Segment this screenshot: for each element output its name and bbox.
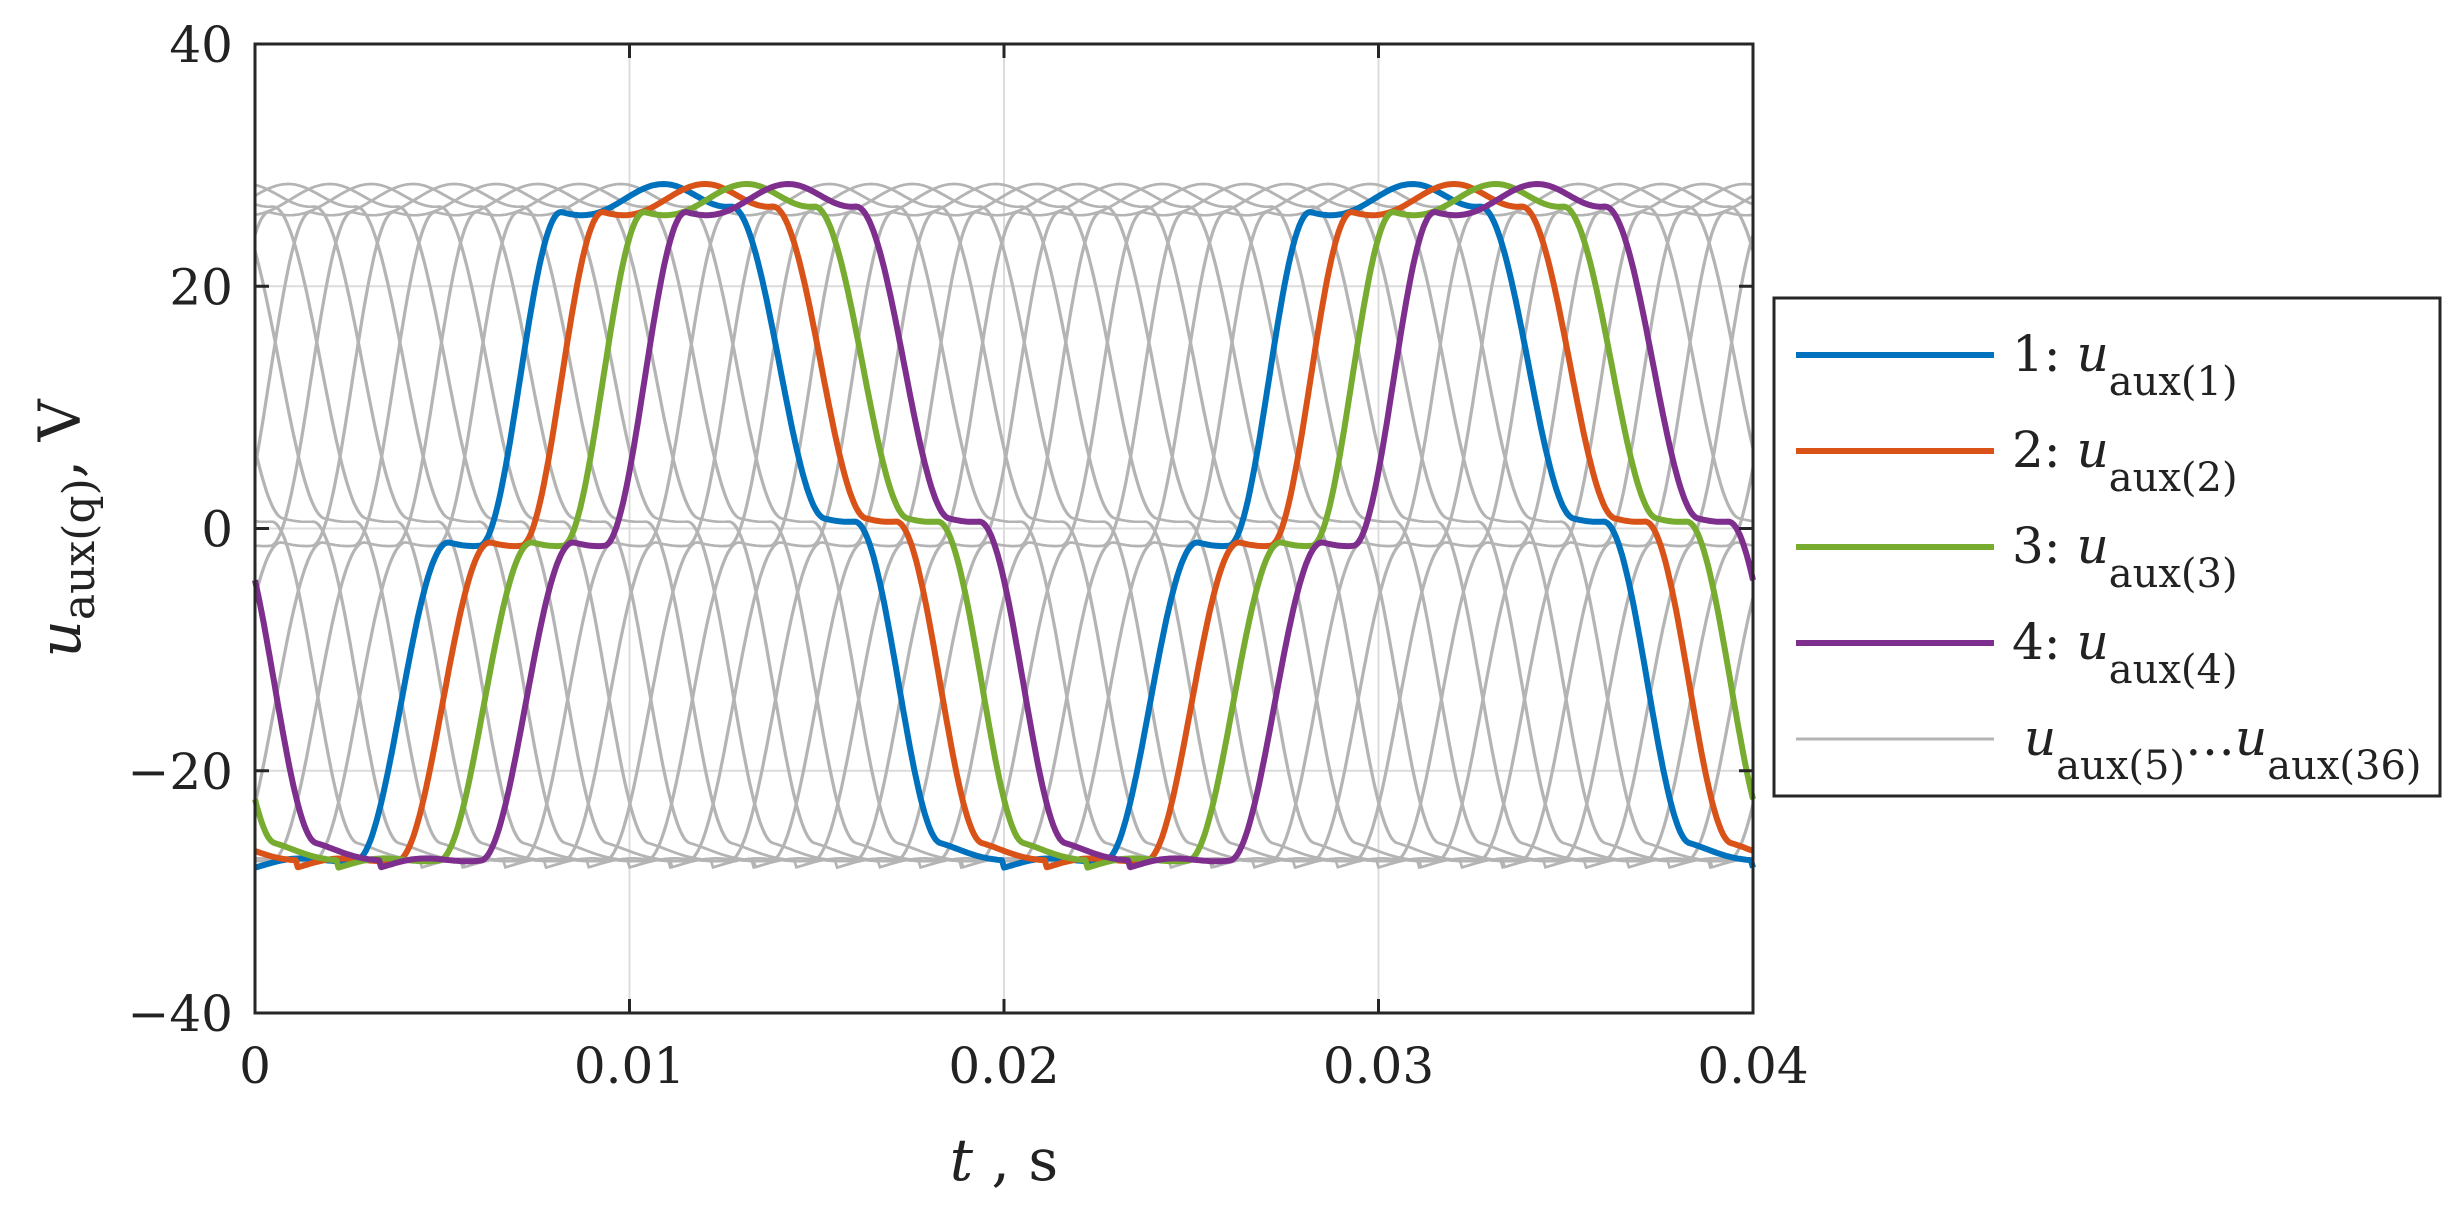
- x-tick-label: 0: [239, 1037, 271, 1095]
- y-tick-label: 40: [169, 16, 233, 74]
- legend-label: 1: uaux(1): [2012, 325, 2238, 405]
- gray-series-line: [253, 182, 1755, 870]
- x-tick-label: 0.02: [948, 1037, 1059, 1095]
- series-line-3: [252, 181, 1756, 871]
- legend: 1: uaux(1) 2: uaux(2) 3: uaux(3) 4: uaux(4)…: [1772, 296, 2442, 798]
- series-line-2: [253, 181, 1755, 871]
- legend-label: 3: uaux(3): [2012, 517, 2238, 597]
- gray-series-line: [254, 182, 1754, 870]
- y-axis-label: uaux(q), V: [26, 398, 105, 657]
- y-tick-label: 20: [169, 258, 233, 316]
- x-axis-label-text: t , s: [950, 1126, 1058, 1194]
- legend-label: uaux(5)…uaux(36): [2024, 709, 2422, 789]
- gray-series-line: [253, 182, 1755, 869]
- y-axis-label-text: uaux(q), V: [26, 398, 105, 657]
- x-axis-label: t , s: [950, 1126, 1058, 1194]
- series-line-4: [252, 181, 1756, 871]
- gray-series-line: [254, 182, 1754, 869]
- y-axis-label-rotated: uaux(q), V: [26, 398, 105, 657]
- x-tick-label: 0.03: [1323, 1037, 1434, 1095]
- x-tick-label: 0.04: [1697, 1037, 1808, 1095]
- highlighted-series-group: [252, 181, 1756, 871]
- x-tick-label: 0.01: [574, 1037, 685, 1095]
- gray-series-line: [254, 182, 1754, 869]
- legend-label: 4: uaux(4): [2012, 613, 2238, 693]
- y-tick-label: −40: [127, 985, 233, 1043]
- legend-label: 2: uaux(2): [2012, 421, 2238, 501]
- gray-series-line: [253, 182, 1755, 869]
- axis-ticks: 0 0.01 0.02 0.03 0.04 −40 −20 0 20 40: [127, 16, 1808, 1095]
- series-line-1: [254, 181, 1756, 871]
- y-tick-label: 0: [201, 501, 233, 559]
- gray-series-line: [253, 182, 1755, 870]
- gray-series-line: [253, 182, 1755, 869]
- y-tick-label: −20: [127, 743, 233, 801]
